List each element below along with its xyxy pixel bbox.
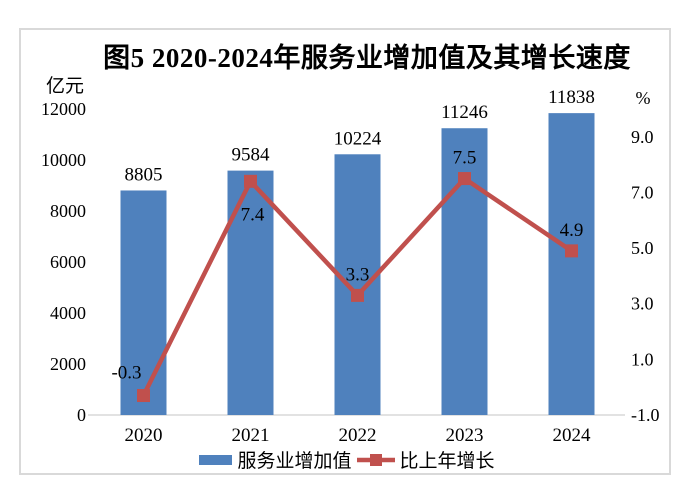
bar-value-label: 9584 — [232, 145, 271, 166]
line-marker — [137, 389, 150, 403]
left-axis-unit: 亿元 — [45, 76, 84, 97]
bar-value-label: 8805 — [125, 164, 163, 185]
bar — [120, 190, 167, 415]
right-axis-tick-label: 3.0 — [631, 294, 654, 314]
legend-bar-label: 服务业增加值 — [237, 451, 352, 472]
right-axis-tick-label: 7.0 — [631, 182, 654, 202]
left-axis-tick-label: 12000 — [41, 99, 86, 119]
right-axis-tick-label: 9.0 — [631, 127, 654, 147]
left-axis-tick-label: 0 — [77, 405, 86, 425]
bar — [334, 154, 381, 415]
right-axis-tick-label: 1.0 — [631, 349, 654, 369]
bar-value-label: 11246 — [441, 102, 488, 123]
x-axis-label: 2020 — [125, 425, 163, 446]
legend-bar-swatch — [199, 454, 233, 465]
bar-value-label: 11838 — [548, 87, 595, 108]
line-value-label: 4.9 — [560, 220, 584, 241]
bar — [441, 128, 488, 416]
left-axis-tick-label: 2000 — [50, 354, 86, 374]
right-axis-unit: % — [635, 88, 651, 108]
figure-border — [19, 28, 671, 475]
line-value-label: -0.3 — [111, 363, 141, 384]
right-axis-tick-label: -1.0 — [631, 405, 660, 425]
line-value-label: 7.4 — [241, 204, 265, 225]
line-value-label: 3.3 — [346, 264, 370, 285]
legend-line-label: 比上年增长 — [399, 451, 495, 472]
line-marker — [565, 244, 578, 258]
legend-marker — [369, 453, 382, 466]
left-axis-tick-label: 8000 — [50, 201, 86, 221]
line-marker — [458, 172, 471, 186]
x-axis-label: 2021 — [232, 425, 270, 446]
left-axis-tick-label: 10000 — [41, 150, 86, 170]
legend: 服务业增加值 比上年增长 — [0, 446, 694, 473]
left-axis-tick-label: 6000 — [50, 252, 86, 272]
x-axis-label: 2024 — [553, 425, 592, 446]
line-marker — [244, 174, 257, 188]
chart-title: 图5 2020-2024年服务业增加值及其增长速度 — [103, 43, 631, 73]
right-axis-tick-label: 5.0 — [631, 238, 654, 258]
left-axis-tick-label: 4000 — [50, 303, 86, 323]
line-value-label: 7.5 — [453, 148, 477, 169]
bar — [548, 113, 595, 416]
legend-line-marker-swatch — [356, 453, 395, 466]
x-axis-label: 2023 — [446, 425, 484, 446]
x-axis-label: 2022 — [339, 425, 377, 446]
bar-value-label: 10224 — [334, 128, 382, 149]
line-marker — [351, 288, 364, 302]
